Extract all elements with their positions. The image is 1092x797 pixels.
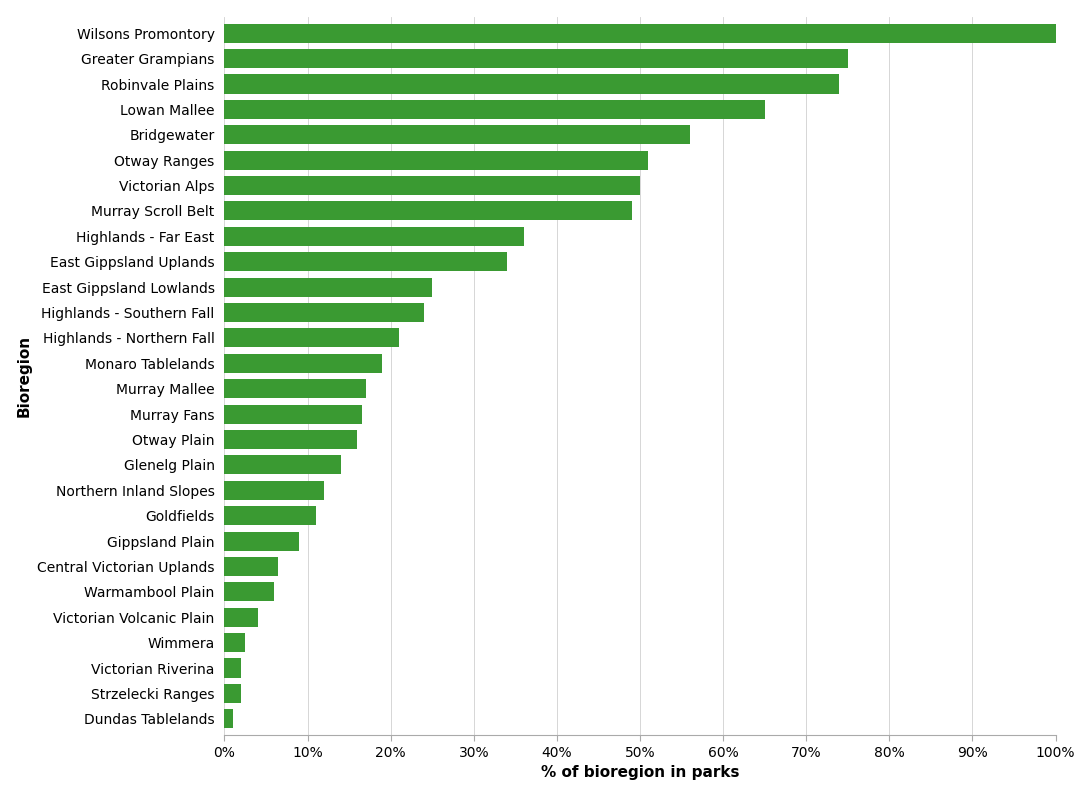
Bar <box>225 74 840 93</box>
Bar <box>225 24 1056 43</box>
Bar <box>225 100 764 119</box>
Bar <box>225 328 399 347</box>
Bar <box>225 506 316 525</box>
Bar <box>225 252 507 271</box>
Bar <box>225 151 649 170</box>
Bar <box>225 633 246 652</box>
Bar <box>225 481 324 500</box>
X-axis label: % of bioregion in parks: % of bioregion in parks <box>541 765 739 780</box>
Bar <box>225 430 357 449</box>
Y-axis label: Bioregion: Bioregion <box>16 335 32 417</box>
Bar <box>225 607 258 626</box>
Bar <box>225 658 241 677</box>
Bar <box>225 684 241 703</box>
Bar <box>225 202 631 221</box>
Bar <box>225 176 640 195</box>
Bar <box>225 49 847 69</box>
Bar <box>225 557 278 576</box>
Bar <box>225 227 524 246</box>
Bar <box>225 405 361 424</box>
Bar <box>225 532 299 551</box>
Bar <box>225 709 233 728</box>
Bar <box>225 583 274 602</box>
Bar <box>225 354 382 373</box>
Bar <box>225 277 432 296</box>
Bar <box>225 379 366 398</box>
Bar <box>225 125 690 144</box>
Bar <box>225 303 424 322</box>
Bar <box>225 455 341 474</box>
